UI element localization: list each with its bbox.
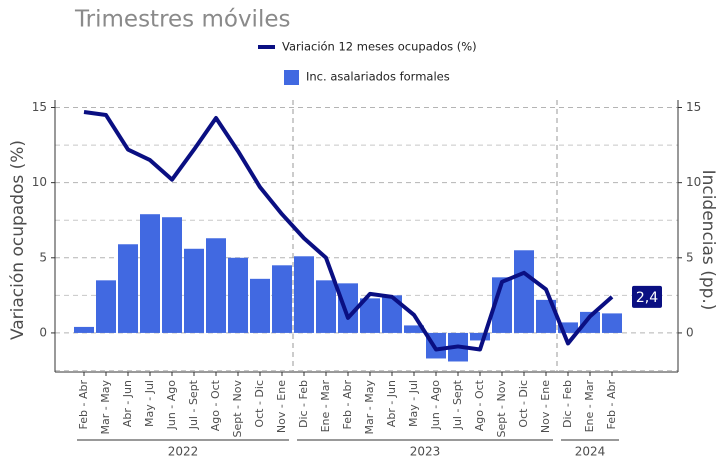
bar <box>184 248 204 333</box>
y-tick-label: 15 <box>32 100 47 114</box>
y-tick-label: 0 <box>39 325 47 339</box>
x-tick-label: Mar - May <box>363 380 376 435</box>
value-label-box <box>632 285 662 308</box>
x-tick-label: Mar - May <box>99 380 112 435</box>
x-tick-label: Nov - Ene <box>275 380 288 433</box>
x-tick-label: Sept - Nov <box>231 380 244 438</box>
y2-tick-label: 10 <box>686 175 701 189</box>
legend-label: Variación 12 meses ocupados (%) <box>282 40 477 54</box>
bar <box>206 238 226 333</box>
x-tick-label: Ago - Oct <box>209 379 222 431</box>
x-tick-label: Dic - Feb <box>561 380 574 428</box>
x-tick-label: Feb - Abr <box>605 380 618 430</box>
bar <box>536 299 556 333</box>
year-label: 2024 <box>575 445 606 459</box>
bar <box>338 283 358 333</box>
bar <box>404 325 424 333</box>
bar <box>272 265 292 333</box>
line <box>83 110 614 352</box>
y2-tick-label: 0 <box>686 325 694 339</box>
x-tick-label: Oct - Dic <box>253 380 266 428</box>
x-tick-label: Feb - Abr <box>77 380 90 430</box>
x-tick-label: Abr - Jun <box>385 380 398 427</box>
y2-axis-title: Incidencias (pp.) <box>698 170 718 311</box>
bar <box>96 280 116 333</box>
bar <box>140 214 160 333</box>
legend-swatch <box>284 70 299 85</box>
bar <box>580 311 600 333</box>
y-tick-label: 10 <box>32 175 47 189</box>
x-tick-label: Ene - Mar <box>319 380 332 433</box>
x-tick-label: Jun - Ago <box>165 380 178 431</box>
bar <box>316 280 336 333</box>
x-tick-label: Nov - Ene <box>539 380 552 433</box>
bar <box>514 250 534 333</box>
x-tick-label: Abr - Jun <box>121 380 134 427</box>
bar <box>602 313 622 333</box>
bar <box>74 326 94 333</box>
bar <box>382 295 402 333</box>
x-tick-label: May - Jul <box>407 380 420 427</box>
bar <box>250 278 270 333</box>
bar <box>162 217 182 333</box>
y2-tick-label: 15 <box>686 100 701 114</box>
x-tick-label: Oct - Dic <box>517 380 530 428</box>
x-tick-label: May - Jul <box>143 380 156 427</box>
x-tick-label: Ago - Oct <box>473 379 486 431</box>
value-label: 2,4 <box>636 290 658 306</box>
x-tick-label: Jul - Sept <box>187 379 200 430</box>
bar <box>470 332 490 341</box>
bar <box>118 244 138 333</box>
legend-label: Inc. asalariados formales <box>306 70 450 84</box>
chart-subtitle: Trimestres móviles <box>74 7 290 33</box>
x-tick-label: Jun - Ago <box>429 380 442 431</box>
bar <box>558 322 578 333</box>
bar <box>294 256 314 333</box>
x-tick-label: Jul - Sept <box>451 379 464 430</box>
y-axis-title: Variación ocupados (%) <box>8 140 28 340</box>
year-label: 2023 <box>410 445 441 459</box>
year-label: 2022 <box>168 445 199 459</box>
x-tick-label: Sept - Nov <box>495 380 508 438</box>
bar <box>228 257 248 333</box>
bar <box>360 298 380 333</box>
x-tick-label: Feb - Abr <box>341 380 354 430</box>
x-tick-label: Dic - Feb <box>297 380 310 428</box>
y-tick-label: 5 <box>39 250 47 264</box>
y2-tick-label: 5 <box>686 250 694 264</box>
x-tick-label: Ene - Mar <box>583 380 596 433</box>
